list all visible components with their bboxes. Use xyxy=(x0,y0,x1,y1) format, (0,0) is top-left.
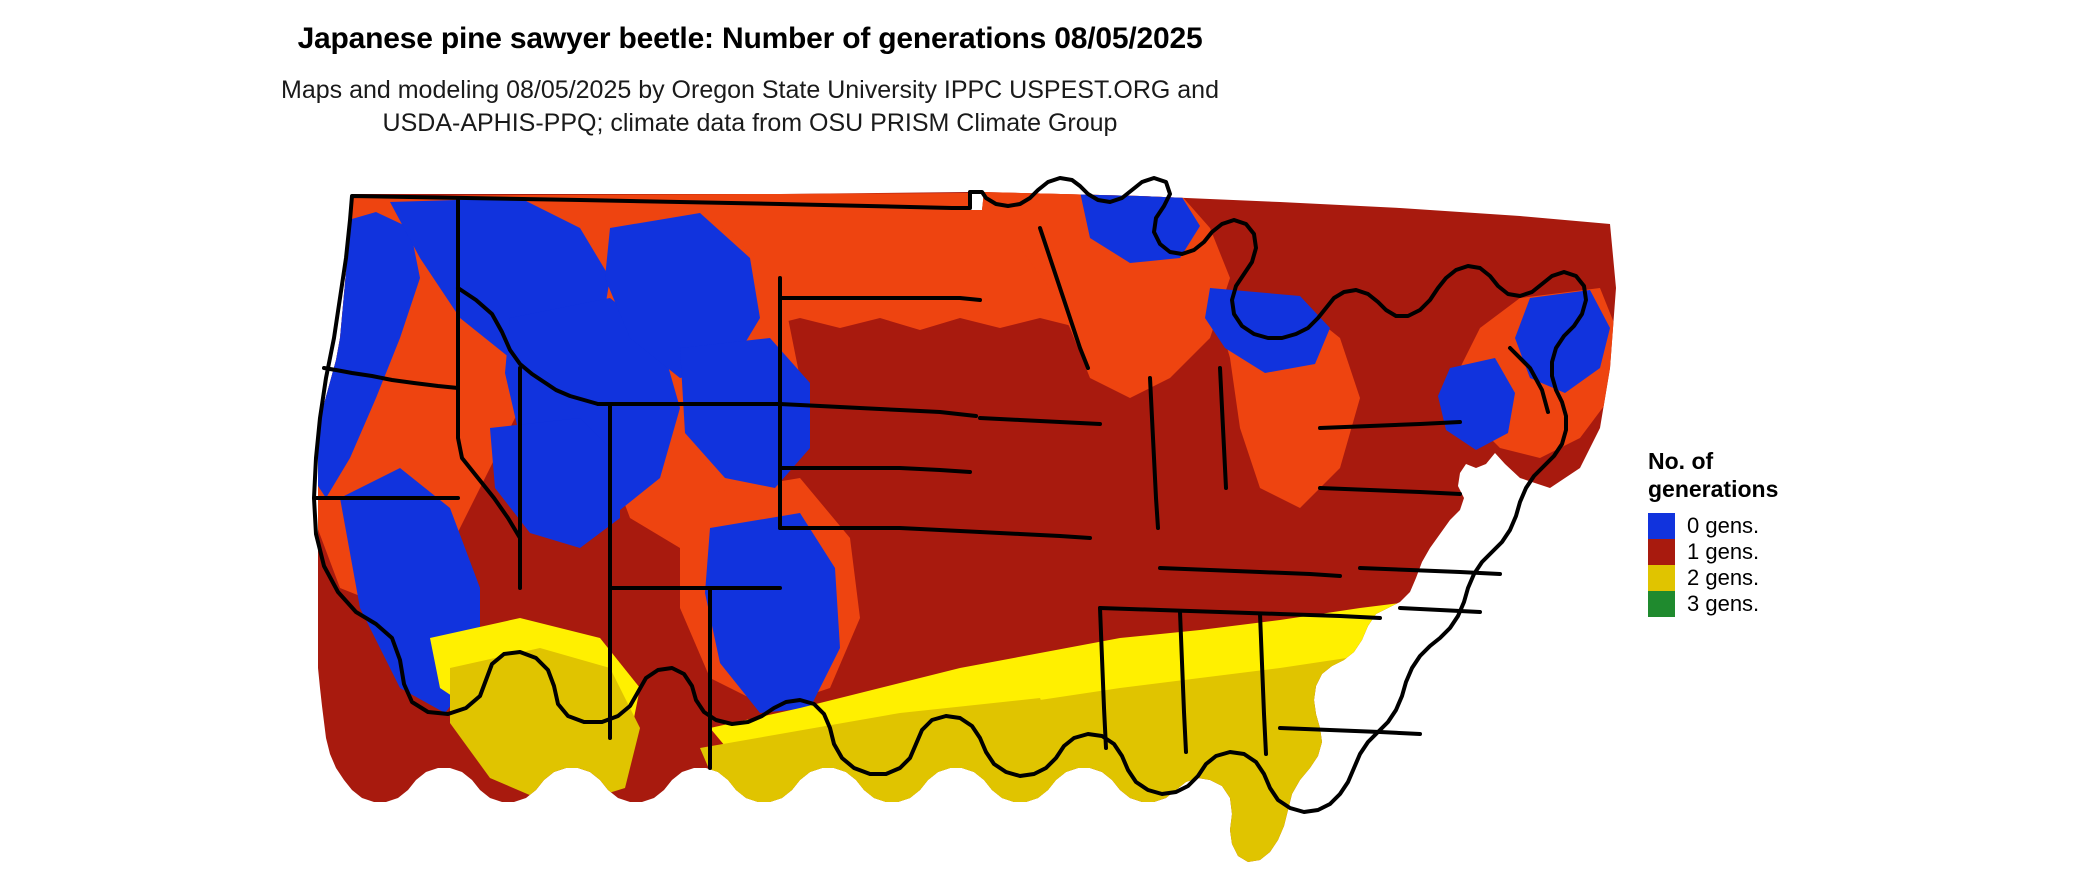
map-legend: No. of generations 0 gens. 1 gens. 2 gen… xyxy=(1648,447,1948,617)
subtitle: Maps and modeling 08/05/2025 by Oregon S… xyxy=(0,55,1500,140)
state-border-al-ga xyxy=(1258,612,1268,756)
us-generations-map xyxy=(280,168,1620,884)
state-border-sd-ne xyxy=(778,402,978,418)
state-border-pa-ny xyxy=(1318,420,1462,430)
fill-0-gens-greatbasin xyxy=(490,418,620,548)
state-border-ne-ks xyxy=(778,466,972,474)
fill-0-gens-adirondack xyxy=(1438,358,1515,450)
legend-title-line-2: generations xyxy=(1648,476,1779,503)
legend-item-3-gens[interactable]: 3 gens. xyxy=(1648,590,1948,617)
title-block: Japanese pine sawyer beetle: Number of g… xyxy=(0,0,1500,140)
fill-3-gens-keys xyxy=(1412,852,1502,862)
state-border-mn-wi xyxy=(1038,226,1090,370)
page-title: Japanese pine sawyer beetle: Number of g… xyxy=(297,22,1203,55)
state-border-tn-ms-al-ga xyxy=(1098,606,1382,620)
legend-item-2-gens[interactable]: 2 gens. xyxy=(1648,564,1948,591)
us-national-outline xyxy=(312,176,1588,814)
state-border-ks-ok xyxy=(778,526,982,534)
state-border-la-ms xyxy=(1098,606,1108,750)
fill-0-gens-minnesota-north xyxy=(1080,192,1200,263)
legend-label-2-gens: 2 gens. xyxy=(1687,564,1760,590)
state-border-id-west xyxy=(456,196,522,540)
state-boundaries xyxy=(312,176,1588,814)
legend-label-3-gens: 3 gens. xyxy=(1687,590,1760,616)
state-border-nc-sc xyxy=(1398,606,1482,614)
legend-label-0-gens: 0 gens. xyxy=(1687,512,1760,538)
legend-label-1-gens: 1 gens. xyxy=(1687,538,1760,564)
fill-2-gens-arizona xyxy=(450,648,640,808)
raster-layer xyxy=(312,176,1616,884)
fill-0-gens-montana-west xyxy=(605,213,760,378)
state-border-ga-fl xyxy=(1278,726,1422,736)
state-border-ne-states xyxy=(1508,346,1550,414)
state-border-il-in xyxy=(1148,376,1160,530)
state-border-mo-ar xyxy=(978,530,1092,540)
legend-swatch-2-gens xyxy=(1648,564,1675,591)
state-border-nd-sd xyxy=(778,296,982,302)
legend-item-1-gens[interactable]: 1 gens. xyxy=(1648,538,1948,565)
state-border-mt-id xyxy=(456,286,600,406)
legend-item-0-gens[interactable]: 0 gens. xyxy=(1648,512,1948,539)
state-border-ia-mo xyxy=(978,416,1102,426)
state-border-va-nc xyxy=(1358,566,1502,576)
subtitle-line-2: USDA-APHIS-PPQ; climate data from OSU PR… xyxy=(382,109,1118,137)
state-border-pa-md xyxy=(1318,486,1462,496)
legend-swatch-1-gens xyxy=(1648,538,1675,565)
legend-title: No. of generations xyxy=(1648,447,1823,504)
state-border-in-oh xyxy=(1218,366,1228,490)
state-border-ky-tn xyxy=(1158,566,1342,578)
state-border-ms-al xyxy=(1178,610,1188,754)
fill-0-gens-colorado-rockies xyxy=(705,513,840,713)
us-map-svg xyxy=(312,176,1616,884)
fill-0-gens-wyoming xyxy=(680,338,810,488)
legend-title-line-1: No. of xyxy=(1648,448,1714,474)
subtitle-line-1: Maps and modeling 08/05/2025 by Oregon S… xyxy=(281,76,1219,104)
fill-3-gens-rio-grande xyxy=(920,874,996,884)
fill-0-gens-upper-peninsula xyxy=(1205,288,1330,373)
fill-3-gens-south-florida xyxy=(1438,804,1494,858)
legend-swatch-3-gens xyxy=(1648,590,1675,617)
state-border-wa-or xyxy=(322,366,460,390)
legend-swatch-0-gens xyxy=(1648,512,1675,539)
